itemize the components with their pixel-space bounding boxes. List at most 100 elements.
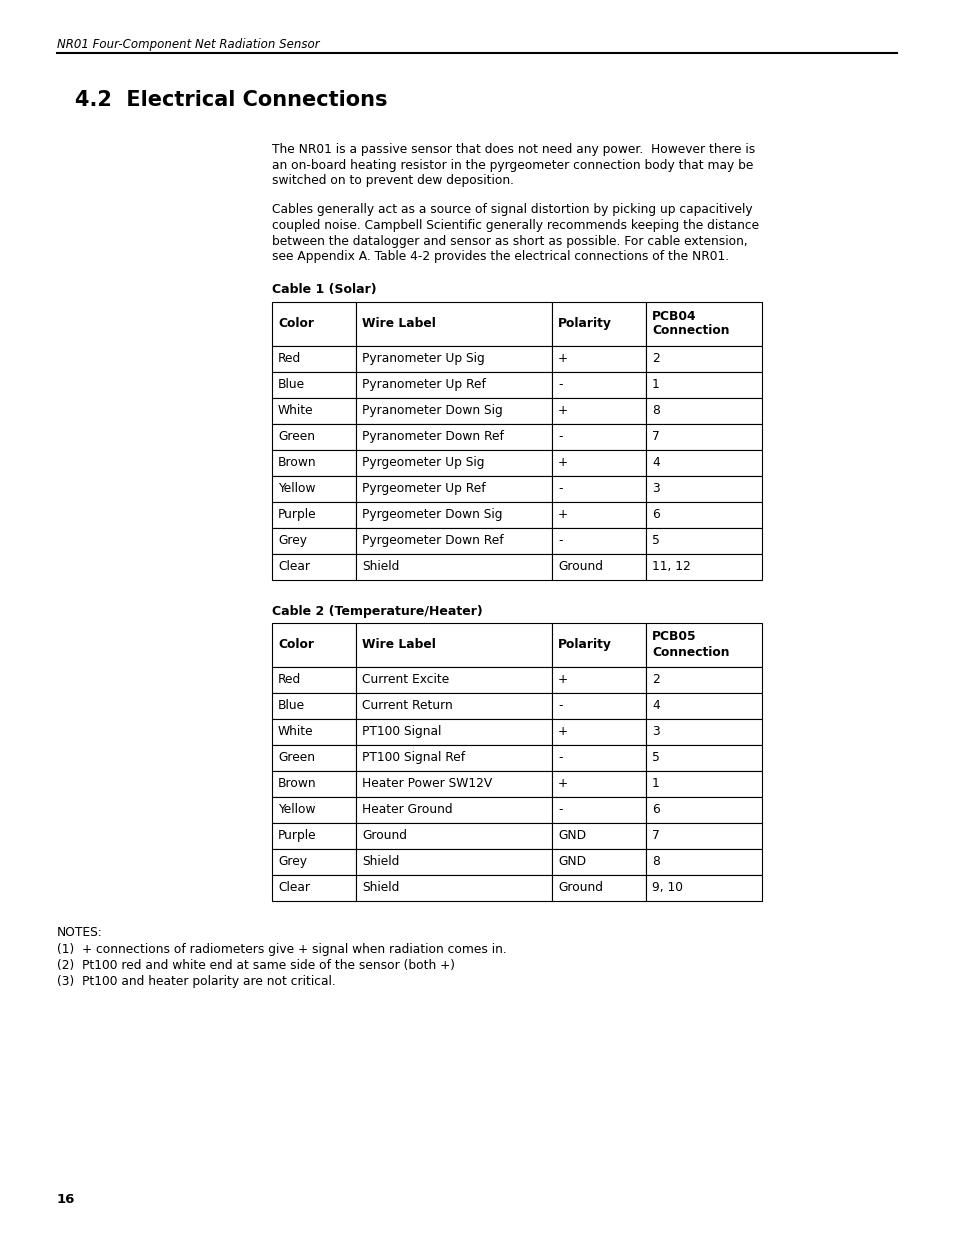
Text: 4.2  Electrical Connections: 4.2 Electrical Connections [75,90,387,110]
Bar [272,424,355,450]
Bar [645,424,761,450]
Text: -: - [558,751,562,764]
Text: Red: Red [277,673,301,685]
Text: 2: 2 [651,673,659,685]
Text: 6: 6 [651,508,659,521]
Bar [552,771,645,797]
Bar [645,797,761,823]
Bar [645,501,761,527]
Bar [272,797,355,823]
Bar [355,771,552,797]
Bar [272,719,355,745]
Bar [355,848,552,874]
Text: 9, 10: 9, 10 [651,881,682,894]
Bar [552,719,645,745]
Text: +: + [558,404,568,417]
Text: Shield: Shield [361,855,399,868]
Text: Green: Green [277,430,314,443]
Text: Purple: Purple [277,508,316,521]
Bar [552,501,645,527]
Text: 16: 16 [57,1193,75,1207]
Text: Wire Label: Wire Label [361,317,436,330]
Bar [355,719,552,745]
Text: Clear: Clear [277,881,310,894]
Bar [645,848,761,874]
Text: Blue: Blue [277,378,305,391]
Bar [272,501,355,527]
Text: Brown: Brown [277,456,316,469]
Text: 1: 1 [651,378,659,391]
Bar [552,848,645,874]
Bar [272,622,355,667]
Bar [272,346,355,372]
Bar [552,398,645,424]
Text: Cable 1 (Solar): Cable 1 (Solar) [272,284,376,296]
Text: between the datalogger and sensor as short as possible. For cable extension,: between the datalogger and sensor as sho… [272,235,747,247]
Bar [272,372,355,398]
Text: PT100 Signal: PT100 Signal [361,725,441,739]
Bar [355,693,552,719]
Text: Polarity: Polarity [558,317,611,330]
Bar [645,475,761,501]
Text: Ground: Ground [361,829,407,842]
Bar [552,450,645,475]
Text: (1)  + connections of radiometers give + signal when radiation comes in.: (1) + connections of radiometers give + … [57,944,506,956]
Text: PCB04
Connection: PCB04 Connection [651,310,729,337]
Text: 8: 8 [651,855,659,868]
Text: +: + [558,777,568,790]
Bar [355,475,552,501]
Bar [645,450,761,475]
Bar [645,667,761,693]
Text: 6: 6 [651,803,659,816]
Text: +: + [558,673,568,685]
Bar [272,771,355,797]
Text: (2)  Pt100 red and white end at same side of the sensor (both +): (2) Pt100 red and white end at same side… [57,960,455,972]
Bar [645,398,761,424]
Bar [355,450,552,475]
Bar [355,346,552,372]
Text: Pyranometer Up Ref: Pyranometer Up Ref [361,378,485,391]
Text: 5: 5 [651,751,659,764]
Text: switched on to prevent dew deposition.: switched on to prevent dew deposition. [272,174,514,186]
Bar [645,527,761,553]
Bar [355,797,552,823]
Text: Cables generally act as a source of signal distortion by picking up capacitively: Cables generally act as a source of sign… [272,204,752,216]
Bar [552,527,645,553]
Bar [272,527,355,553]
Text: 7: 7 [651,829,659,842]
Bar [272,553,355,579]
Bar [552,823,645,848]
Bar [645,553,761,579]
Bar [355,527,552,553]
Text: Polarity: Polarity [558,638,611,651]
Text: -: - [558,378,562,391]
Text: Shield: Shield [361,881,399,894]
Text: Yellow: Yellow [277,482,315,495]
Bar [552,745,645,771]
Text: (3)  Pt100 and heater polarity are not critical.: (3) Pt100 and heater polarity are not cr… [57,974,335,988]
Text: +: + [558,725,568,739]
Bar [355,553,552,579]
Text: White: White [277,725,314,739]
Text: -: - [558,430,562,443]
Bar [645,372,761,398]
Text: 8: 8 [651,404,659,417]
Bar [355,874,552,900]
Bar [272,301,355,346]
Text: 11, 12: 11, 12 [651,559,690,573]
Bar [645,346,761,372]
Text: +: + [558,352,568,366]
Text: Current Excite: Current Excite [361,673,449,685]
Bar [552,797,645,823]
Text: Heater Power SW12V: Heater Power SW12V [361,777,492,790]
Text: an on-board heating resistor in the pyrgeometer connection body that may be: an on-board heating resistor in the pyrg… [272,158,753,172]
Text: Purple: Purple [277,829,316,842]
Text: GND: GND [558,829,585,842]
Text: Wire Label: Wire Label [361,638,436,651]
Bar [272,848,355,874]
Bar [645,622,761,667]
Bar [272,475,355,501]
Text: Shield: Shield [361,559,399,573]
Bar [645,874,761,900]
Bar [645,745,761,771]
